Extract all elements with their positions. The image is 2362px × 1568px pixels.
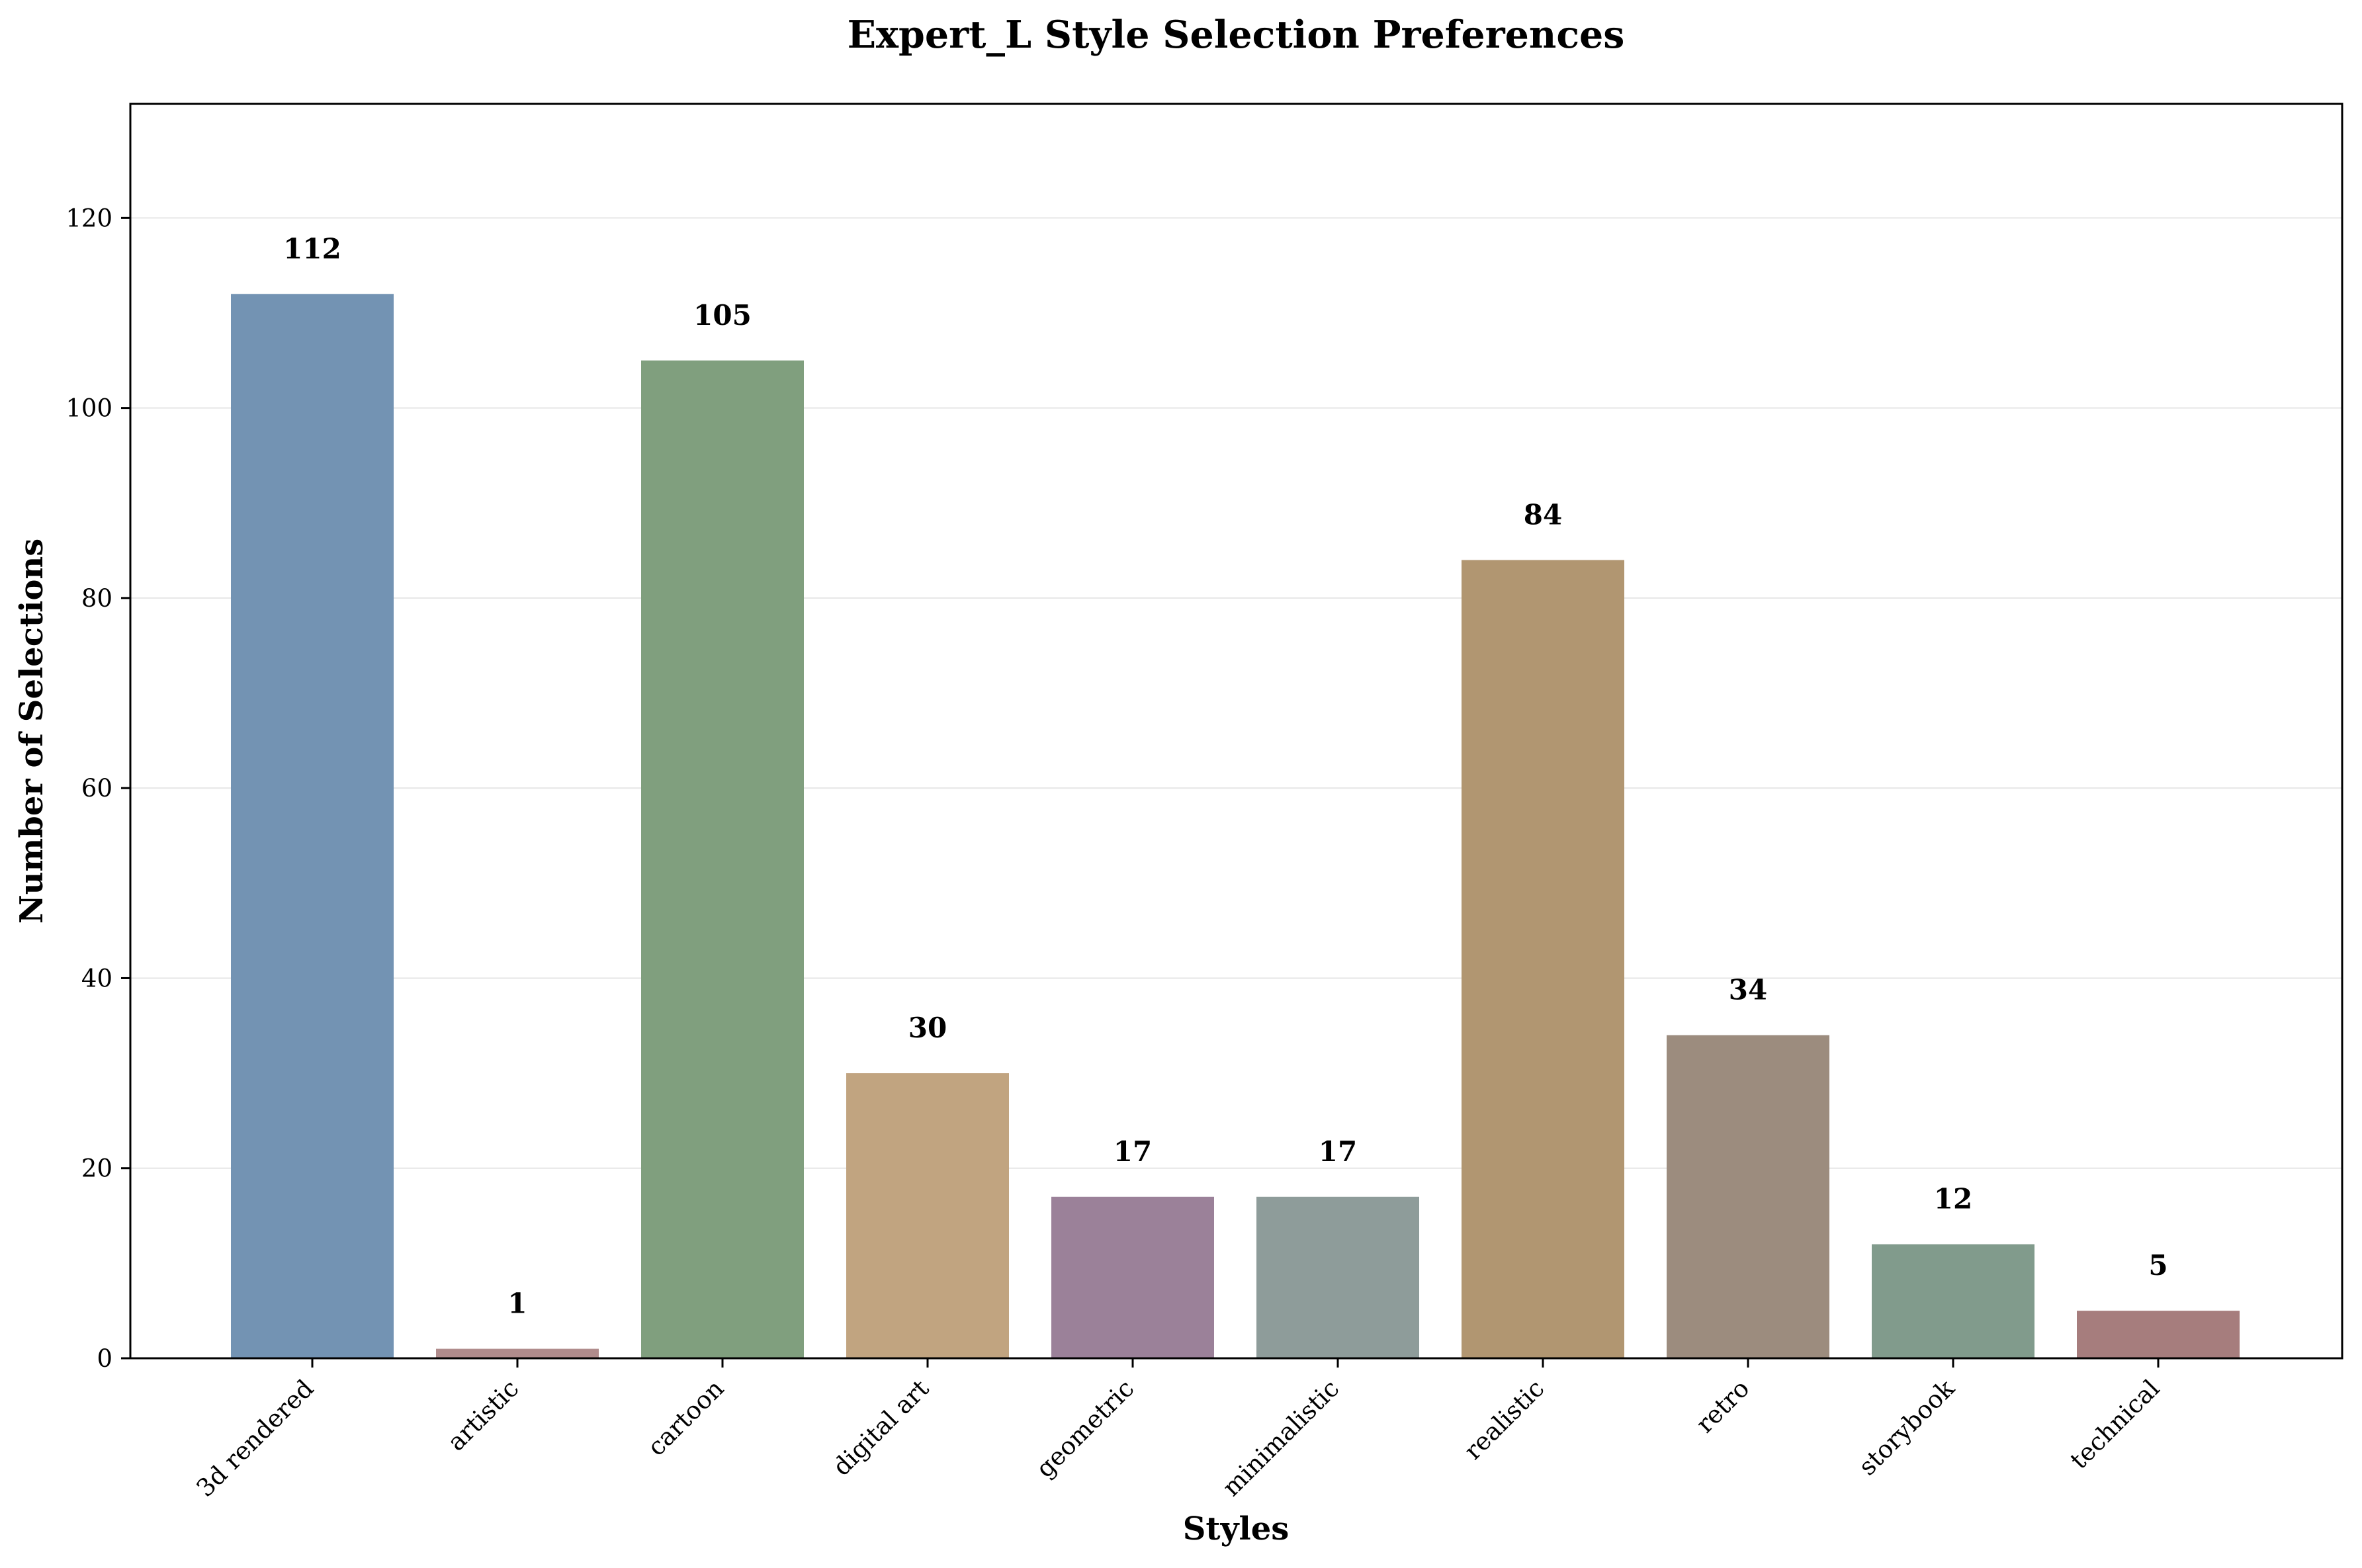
bar — [2077, 1311, 2240, 1358]
data-label: 12 — [1934, 1183, 1972, 1215]
y-tick-label: 0 — [97, 1344, 112, 1373]
grid-lines — [130, 217, 2342, 1359]
y-tick-label: 40 — [81, 964, 112, 992]
x-tick-label: cartoon — [642, 1374, 729, 1461]
data-label: 112 — [283, 232, 341, 265]
data-label: 17 — [1319, 1135, 1357, 1168]
bar — [1256, 1196, 1419, 1358]
data-label: 1 — [507, 1287, 527, 1320]
data-label: 34 — [1729, 974, 1767, 1006]
bar — [1462, 560, 1624, 1358]
data-labels: 112 1 105 30 17 17 84 34 12 5 — [283, 232, 2167, 1319]
data-label: 30 — [908, 1012, 947, 1044]
x-tick-label: artistic — [442, 1374, 524, 1456]
x-tick-label: realistic — [1459, 1374, 1550, 1465]
x-tick-label: digital art — [827, 1374, 934, 1481]
bars — [231, 294, 2240, 1359]
y-axis-label: Number of Selections — [13, 539, 50, 924]
x-axis-ticks: 3d rendered artistic cartoon digital art geo… — [191, 1358, 2165, 1503]
y-tick-label: 80 — [81, 584, 112, 613]
bar — [1051, 1196, 1214, 1358]
x-tick-label: technical — [2065, 1374, 2165, 1475]
y-axis-ticks: 0 20 40 60 80 100 120 — [66, 204, 130, 1373]
bar — [436, 1348, 599, 1358]
x-tick-label: minimalistic — [1217, 1374, 1344, 1502]
bar — [1872, 1244, 2034, 1358]
x-tick-label: 3d rendered — [191, 1374, 319, 1503]
bar — [1667, 1035, 1829, 1358]
data-label: 5 — [2148, 1249, 2167, 1282]
bar — [846, 1073, 1009, 1358]
x-tick-label: storybook — [1853, 1374, 1960, 1481]
x-tick-label: retro — [1690, 1374, 1755, 1438]
x-axis-label: Styles — [1183, 1510, 1290, 1547]
x-tick-label: geometric — [1031, 1374, 1140, 1483]
bar — [641, 360, 804, 1359]
bar — [231, 294, 394, 1359]
plot-frame — [129, 103, 2343, 1360]
y-tick-label: 100 — [66, 394, 112, 423]
data-label: 105 — [693, 299, 752, 331]
data-label: 17 — [1114, 1135, 1152, 1168]
chart-title: Expert_L Style Selection Preferences — [848, 13, 1625, 57]
data-label: 84 — [1524, 498, 1562, 531]
y-tick-label: 120 — [66, 204, 112, 232]
y-tick-label: 60 — [81, 774, 112, 803]
y-tick-label: 20 — [81, 1154, 112, 1183]
